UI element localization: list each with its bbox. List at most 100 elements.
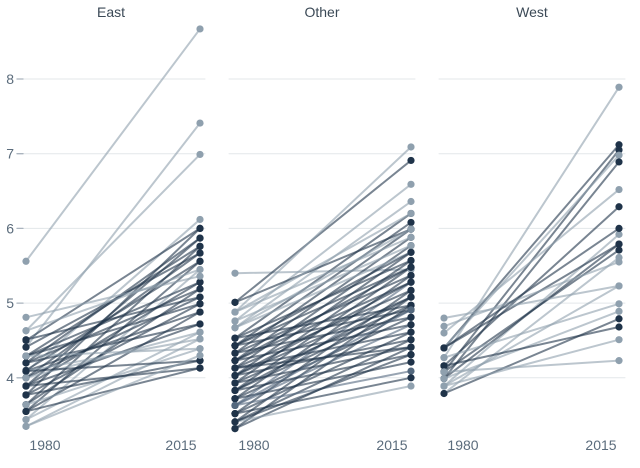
data-point-2015 <box>196 272 204 280</box>
data-point-2015 <box>196 364 204 372</box>
data-point-1980 <box>440 354 448 362</box>
data-point-2015 <box>407 271 415 280</box>
slope-line <box>443 338 620 388</box>
data-point-1980 <box>440 344 448 352</box>
data-point-2015 <box>196 351 204 359</box>
data-point-2015 <box>615 240 623 248</box>
data-point-1980 <box>22 367 30 375</box>
data-point-2015 <box>196 25 204 33</box>
data-point-1980 <box>22 416 30 424</box>
data-point-2015 <box>615 224 623 232</box>
data-point-1980 <box>231 317 239 325</box>
data-point-2015 <box>407 367 415 375</box>
slope-line <box>234 361 412 400</box>
slope-line <box>234 183 412 323</box>
data-point-2015 <box>407 256 415 265</box>
data-point-1980 <box>231 342 239 350</box>
slope-line <box>25 268 201 332</box>
data-point-2015 <box>615 246 623 254</box>
slope-line <box>25 354 201 428</box>
slope-line <box>234 266 412 362</box>
slope-line <box>25 302 201 358</box>
data-point-2015 <box>196 345 204 353</box>
data-point-2015 <box>196 335 204 343</box>
data-point-1980 <box>231 334 239 342</box>
slope-line <box>443 326 620 367</box>
data-point-2015 <box>407 358 415 366</box>
data-point-1980 <box>22 422 30 430</box>
data-point-2015 <box>615 141 623 149</box>
x-axis-label-1980: 1980 <box>447 437 478 453</box>
slope-line <box>234 346 412 370</box>
data-point-1980 <box>231 349 239 357</box>
data-point-1980 <box>440 368 448 376</box>
data-point-1980 <box>440 389 448 398</box>
data-point-2015 <box>615 185 623 194</box>
data-point-1980 <box>22 327 30 335</box>
slope-line <box>443 310 620 380</box>
data-point-1980 <box>440 362 448 370</box>
data-point-1980 <box>22 352 30 360</box>
data-point-1980 <box>22 374 30 382</box>
slope-line <box>25 367 201 413</box>
x-axis-label-1980: 1980 <box>238 437 269 453</box>
data-point-2015 <box>407 263 415 271</box>
slope-line <box>234 228 412 329</box>
slope-line <box>25 337 201 428</box>
data-point-2015 <box>407 143 415 151</box>
slope-line <box>25 311 201 373</box>
data-point-2015 <box>407 209 415 218</box>
slope-line <box>25 347 201 358</box>
data-point-1980 <box>231 357 239 365</box>
slope-line <box>25 27 201 263</box>
data-point-1980 <box>22 382 30 390</box>
slope-line <box>443 188 620 334</box>
data-point-2015 <box>407 278 415 286</box>
data-point-2015 <box>196 293 204 301</box>
data-point-2015 <box>407 293 415 301</box>
data-point-1980 <box>22 359 30 367</box>
data-point-2015 <box>196 150 204 159</box>
data-point-2015 <box>196 328 204 336</box>
data-point-2015 <box>196 265 204 274</box>
data-point-2015 <box>196 249 204 257</box>
data-point-2015 <box>615 307 623 315</box>
y-tick-label: 4 <box>6 370 14 386</box>
data-point-2015 <box>407 306 415 314</box>
data-point-1980 <box>440 374 448 383</box>
data-point-1980 <box>231 371 239 380</box>
slope-line <box>234 353 412 392</box>
data-point-2015 <box>615 230 623 238</box>
slope-line <box>443 205 620 367</box>
slope-line <box>443 143 620 349</box>
data-point-1980 <box>231 364 239 372</box>
data-point-2015 <box>407 313 415 321</box>
data-point-1980 <box>231 308 239 316</box>
data-point-2015 <box>196 308 204 316</box>
data-point-2015 <box>615 282 623 290</box>
slope-line <box>234 251 412 329</box>
data-point-2015 <box>615 83 623 91</box>
data-point-2015 <box>407 343 415 351</box>
slope-line <box>25 287 201 406</box>
data-point-1980 <box>22 407 30 416</box>
slope-line <box>234 331 412 370</box>
slope-line <box>234 346 412 385</box>
data-point-2015 <box>615 336 623 344</box>
slope-line <box>234 244 412 323</box>
data-point-2015 <box>407 218 415 227</box>
y-tick-label: 7 <box>6 146 14 162</box>
slope-line <box>234 353 412 423</box>
data-point-1980 <box>231 418 239 426</box>
data-point-1980 <box>440 329 448 337</box>
slope-line <box>25 153 201 332</box>
data-point-2015 <box>615 151 623 159</box>
slope-line <box>25 367 201 388</box>
data-point-1980 <box>231 269 239 277</box>
slope-line <box>234 304 412 340</box>
data-point-2015 <box>196 257 204 265</box>
slope-line <box>234 159 412 304</box>
data-point-1980 <box>231 324 239 332</box>
data-point-2015 <box>407 225 415 233</box>
